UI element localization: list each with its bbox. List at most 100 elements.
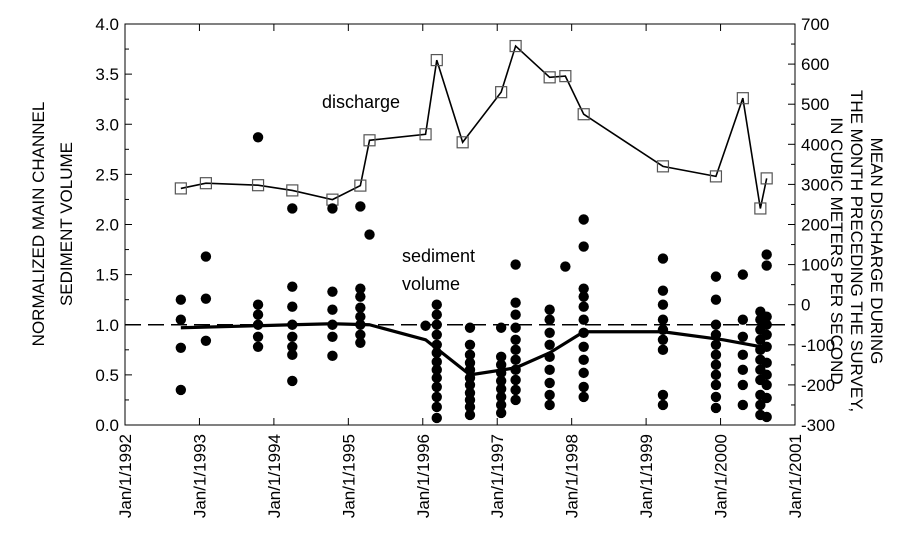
sediment-point: [544, 389, 555, 401]
sediment-point: [737, 364, 749, 376]
sediment-point: [657, 399, 669, 411]
discharge-point: [577, 108, 590, 121]
sediment-point: [710, 294, 722, 305]
sediment-point: [657, 389, 669, 401]
sediment-point: [761, 329, 772, 340]
sediment-point: [355, 319, 366, 330]
sediment-point: [510, 344, 521, 356]
sediment-point: [737, 269, 749, 280]
sediment-point: [431, 319, 442, 330]
right-axis-tick-label: 400: [801, 135, 829, 154]
sediment-point: [737, 379, 749, 391]
sediment-point: [657, 344, 669, 356]
discharge-point: [354, 179, 367, 192]
sediment-point: [578, 291, 589, 302]
sediment-point: [544, 304, 555, 315]
sediment-point: [355, 283, 366, 294]
sediment-point: [252, 309, 264, 320]
sediment-point: [495, 383, 507, 395]
sediment-annotation-line-1: sediment: [402, 246, 475, 266]
sediment-point: [464, 339, 476, 350]
sediment-point: [464, 349, 476, 361]
sediment-point: [287, 203, 298, 214]
sediment-point: [355, 302, 366, 313]
sediment-point: [464, 357, 476, 369]
sediment-annotation-line-2: volume: [402, 274, 460, 294]
left-axis-tick-label: 3.0: [95, 115, 119, 134]
sediment-point: [364, 229, 375, 240]
sediment-point: [327, 331, 338, 342]
x-axis-tick-label: Jan/1/1998: [563, 434, 582, 518]
sediment-point: [287, 281, 298, 292]
x-axis-tick-label: Jan/1/1999: [637, 434, 656, 518]
left-axis-tick-label: 1.5: [95, 266, 119, 285]
sediment-point: [657, 253, 669, 264]
x-axis-tick-label: Jan/1/1992: [116, 434, 135, 518]
sediment-point: [287, 319, 298, 330]
left-axis-tick-label: 2.0: [95, 216, 119, 235]
right-axis-tick-label: 500: [801, 95, 829, 114]
sediment-point: [287, 375, 298, 387]
sediment-point: [761, 392, 772, 404]
sediment-point: [578, 301, 589, 312]
sediment-point: [200, 293, 212, 304]
sediment-point: [578, 327, 589, 338]
discharge-point: [456, 136, 469, 149]
right-axis-title-line-1: MEAN DISCHARGE DURING: [867, 138, 886, 365]
plot-frame: [124, 23, 796, 426]
sediment-point: [510, 364, 521, 376]
right-axis-title-line-3: IN CUBIC METERS PER SECOND: [827, 117, 846, 384]
x-axis-tick-label: Jan/1/1993: [190, 434, 209, 518]
sediment-point: [544, 399, 555, 411]
sediment-point: [710, 359, 722, 371]
sediment-point: [287, 331, 298, 342]
sediment-point: [510, 309, 521, 320]
sediment-point: [544, 314, 555, 325]
sediment-point: [355, 291, 366, 302]
sediment-point: [252, 319, 264, 330]
sediment-point: [578, 391, 589, 403]
sediment-point: [578, 241, 589, 252]
sediment-point: [761, 311, 772, 322]
sediment-point: [252, 341, 264, 353]
right-axis-tick-label: -100: [801, 336, 835, 355]
x-axis-tick-label: Jan/1/1997: [488, 434, 507, 518]
sediment-point: [578, 354, 589, 366]
sediment-point: [355, 201, 366, 212]
left-axis-title-line-1: NORMALIZED MAIN CHANNEL: [29, 102, 48, 347]
discharge-point: [199, 177, 212, 190]
sediment-point: [544, 327, 555, 338]
sediment-point: [431, 356, 442, 368]
sediment-point: [327, 203, 338, 214]
sediment-point: [464, 387, 476, 399]
x-axis-tick-label: Jan/1/2000: [712, 434, 731, 518]
sediment-point: [510, 394, 521, 406]
sediment-point: [510, 374, 521, 386]
sediment-point: [510, 354, 521, 366]
sediment-point: [578, 214, 589, 225]
sediment-point: [252, 132, 264, 143]
sediment-point: [657, 334, 669, 345]
sediment-point: [464, 322, 476, 333]
right-axis-tick-label: -300: [801, 416, 835, 435]
discharge-point: [419, 128, 432, 141]
discharge-point: [174, 182, 187, 195]
sediment-point: [431, 372, 442, 384]
left-axis-tick-label: 0.0: [95, 416, 119, 435]
sediment-point: [544, 364, 555, 376]
sediment-point: [175, 384, 187, 396]
sediment-point: [657, 314, 669, 325]
sediment-point: [495, 322, 507, 333]
sediment-point: [657, 324, 669, 335]
sediment-point: [355, 337, 366, 348]
sediment-point: [710, 339, 722, 350]
x-axis-tick-label: Jan/1/1995: [339, 434, 358, 518]
sediment-point: [495, 375, 507, 387]
discharge-point: [559, 70, 572, 83]
sediment-point: [710, 329, 722, 340]
sediment-point: [737, 399, 749, 411]
sediment-point: [737, 349, 749, 361]
sediment-point: [544, 377, 555, 389]
